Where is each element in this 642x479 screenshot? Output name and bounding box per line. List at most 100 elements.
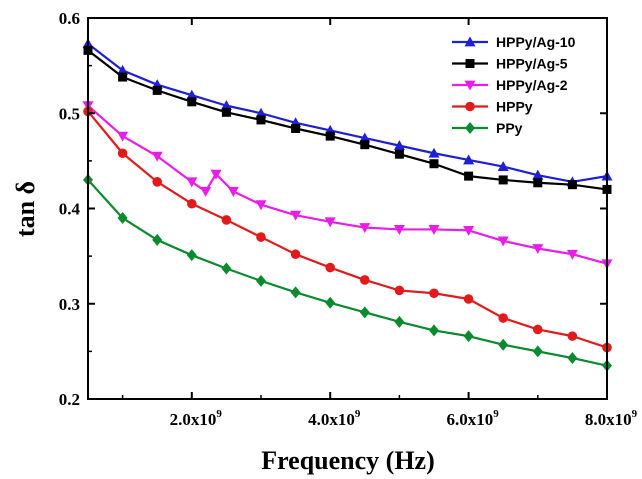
legend-item: HPPy/Ag-10 [452,34,576,50]
data-point [393,225,405,235]
data-point [532,345,543,358]
plot-frame [87,17,608,400]
data-point [290,249,301,260]
series-line [87,179,608,367]
x-tick-exponent: 9 [355,408,361,420]
legend-label: HPPy/Ag-5 [496,56,568,72]
data-point [394,285,405,296]
axes-layer: 0.20.30.40.50.62.0x109 4.0x109 6.0x109 8.0x… [59,9,638,429]
y-tick-label: 0.4 [59,200,81,219]
data-point [532,169,544,180]
data-point [186,177,198,188]
y-tick-label: 0.2 [59,390,80,409]
data-point [220,100,232,111]
data-point [325,262,336,273]
x-tick-exponent: 9 [493,408,499,420]
data-point [463,330,474,343]
data-point [227,186,239,197]
data-point [210,169,222,180]
data-point [566,249,578,260]
data-point [498,175,508,185]
data-point [533,178,543,188]
y-tick-label: 0.5 [59,104,80,123]
data-point [567,331,578,341]
data-point [463,154,475,165]
series-line [87,42,608,183]
data-point [187,198,197,209]
data-point [359,306,370,319]
x-tick-label: 2.0x109 [170,408,223,429]
data-point [221,107,231,117]
data-point [118,72,128,82]
data-point [187,97,197,107]
data-point [428,225,440,235]
data-point [428,147,440,158]
data-point [429,159,439,169]
legend: HPPy/Ag-10 HPPy/Ag-5 HPPy/Ag-2 HPPy PPy [452,34,576,136]
x-tick-label: 8.0x109 [585,408,638,429]
series-line [87,49,608,191]
y-tick-label: 0.6 [59,9,80,28]
legend-label: HPPy [496,99,533,115]
x-tick-mantissa: 4.0x10 [308,410,355,429]
legend-item: HPPy/Ag-2 [452,77,568,93]
x-tick-mantissa: 6.0x10 [446,410,493,429]
x-tick-exponent: 9 [632,408,638,420]
data-point [117,148,128,159]
series-hppy-ag-10 [82,38,613,187]
series-ppy [83,173,612,372]
data-point [463,226,475,236]
x-tick-mantissa: 8.0x10 [585,410,632,429]
data-point [117,64,129,75]
data-point [360,275,370,285]
data-point [393,140,405,151]
legend-marker [465,122,475,134]
series-layer [82,38,613,372]
x-tick-label: 6.0x109 [446,408,499,429]
data-point [117,131,129,142]
x-tick-mantissa: 2.0x10 [170,410,217,429]
y-axis-title: tan δ [11,181,40,237]
data-point [256,274,266,287]
data-point [567,352,578,365]
legend-marker [465,101,475,112]
x-tick-exponent: 9 [216,408,222,420]
data-point [256,115,266,125]
data-point [497,161,509,171]
legend-label: PPy [496,120,523,136]
series-hppy [83,106,612,353]
data-point [324,217,336,228]
series-line [87,110,608,349]
data-point [464,171,474,181]
data-point [497,236,509,247]
data-point [152,233,163,246]
legend-marker [464,36,476,47]
data-point [290,286,301,299]
data-point [498,313,509,323]
data-point [290,210,302,221]
x-tick-label: 4.0x109 [308,408,361,429]
data-point [200,186,212,197]
legend-item: HPPy/Ag-5 [452,56,568,72]
y-tick-label: 0.3 [59,295,80,314]
data-point [152,85,162,95]
data-point [186,249,197,262]
data-point [429,288,439,299]
legend-item: PPy [452,120,523,136]
data-point [256,232,266,242]
data-point [221,262,232,275]
data-point [291,123,301,133]
legend-marker [465,59,475,68]
data-point [152,177,162,187]
data-point [359,223,371,234]
data-point [360,140,370,150]
legend-item: HPPy [452,99,533,115]
data-point [255,107,267,118]
data-point [533,324,543,335]
series-line [87,104,608,265]
data-point [498,338,509,351]
data-point [359,132,371,143]
data-point [221,215,232,225]
data-point [151,151,163,162]
